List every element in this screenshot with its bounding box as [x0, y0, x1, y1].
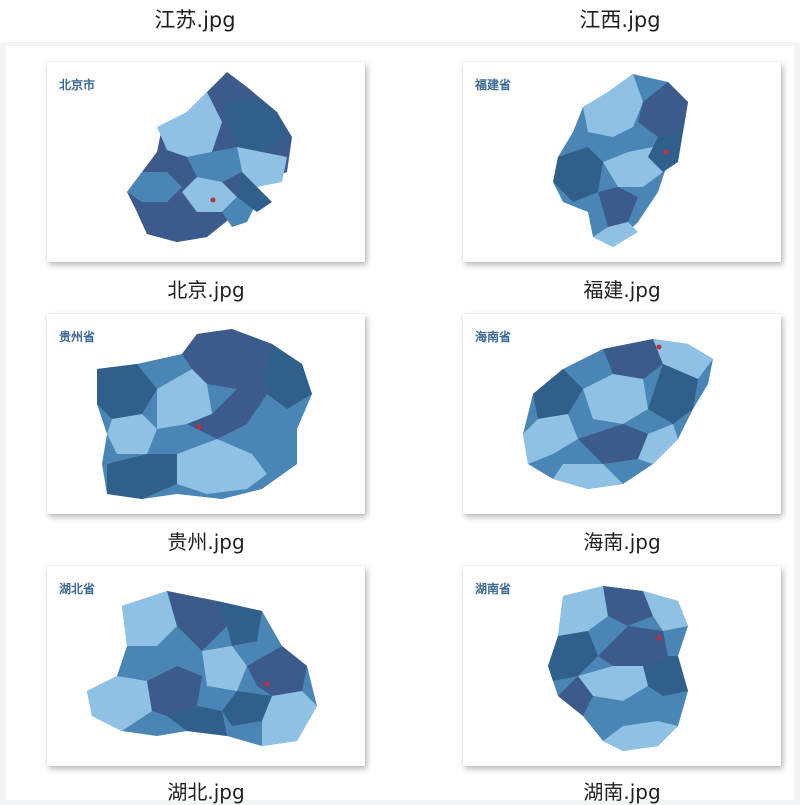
thumbnail-hunan[interactable]: 湖南省 [463, 566, 781, 766]
filename-beijing[interactable]: 北京.jpg [167, 278, 245, 302]
previous-row-strip: 江苏.jpg 江西.jpg [0, 0, 800, 42]
filename-jiangxi[interactable]: 江西.jpg [579, 8, 661, 32]
filename-fujian[interactable]: 福建.jpg [583, 278, 661, 302]
map-title: 湖北省 [59, 582, 96, 596]
filename-guizhou[interactable]: 贵州.jpg [167, 530, 245, 554]
filename-hubei[interactable]: 湖北.jpg [167, 780, 245, 804]
thumbnail-guizhou[interactable]: 贵州省 [47, 314, 365, 514]
hubei-map [87, 591, 317, 746]
filename-hunan[interactable]: 湖南.jpg [583, 780, 661, 804]
filename-hainan[interactable]: 海南.jpg [583, 530, 661, 554]
thumbnail-hainan[interactable]: 海南省 [463, 314, 781, 514]
hainan-map [523, 339, 713, 489]
filename-jiangsu[interactable]: 江苏.jpg [154, 8, 236, 32]
fujian-map [553, 74, 688, 247]
beijing-map [127, 72, 292, 242]
map-title: 湖南省 [475, 582, 512, 596]
map-title: 福建省 [475, 78, 512, 92]
thumbnail-fujian[interactable]: 福建省 [463, 62, 781, 262]
map-title: 北京市 [59, 78, 96, 92]
guizhou-map [97, 329, 312, 499]
thumbnail-hubei[interactable]: 湖北省 [47, 566, 365, 766]
hunan-map [548, 586, 688, 751]
thumbnail-beijing[interactable]: 北京市 [47, 62, 365, 262]
map-title: 海南省 [475, 330, 512, 344]
map-title: 贵州省 [59, 330, 96, 344]
